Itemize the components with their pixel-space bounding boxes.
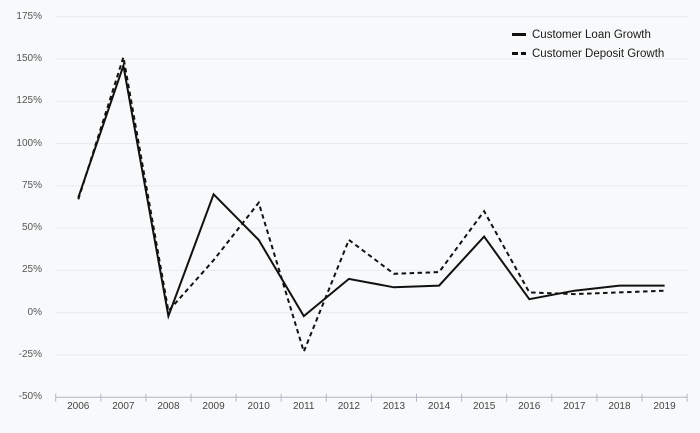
solid-line-swatch-icon <box>512 33 526 36</box>
series-line-solid <box>77 61 665 320</box>
y-axis-tick-label: 50% <box>21 222 42 234</box>
x-axis-tick-label: 2012 <box>337 401 360 412</box>
y-axis-tick-label: 100% <box>16 137 42 149</box>
x-axis-tick-label: 2008 <box>157 401 180 412</box>
x-axis-tick-label: 2011 <box>292 401 315 412</box>
x-axis-tick-label: 2010 <box>247 401 270 412</box>
legend-item-deposit-growth: Customer Deposit Growth <box>512 46 664 61</box>
x-axis-tick-label: 2006 <box>67 401 90 412</box>
legend-item-loan-growth: Customer Loan Growth <box>512 27 664 42</box>
x-axis-tick-label: 2014 <box>427 401 451 412</box>
x-axis-tick-label: 2009 <box>202 401 225 412</box>
y-axis-tick-label: 150% <box>16 52 42 64</box>
x-axis-tick-label: 2007 <box>112 401 135 412</box>
x-axis-tick-label: 2017 <box>563 401 586 412</box>
x-axis-tick-label: 2019 <box>653 401 676 412</box>
y-axis-tick-label: -25% <box>18 349 42 360</box>
y-axis-tick-label: 25% <box>21 264 42 276</box>
y-axis-tick-label: 175% <box>16 10 42 22</box>
x-axis-tick-label: 2013 <box>382 401 406 412</box>
x-axis-tick-label: 2016 <box>518 401 541 412</box>
y-axis-tick-label: 125% <box>16 95 42 107</box>
series-line-dashed <box>77 56 665 355</box>
y-axis-tick-label: 75% <box>21 179 42 191</box>
legend-label: Customer Deposit Growth <box>532 47 665 60</box>
legend-label: Customer Loan Growth <box>532 28 651 41</box>
y-axis-tick-label: -50% <box>18 391 42 403</box>
y-axis-tick-label: 0% <box>27 306 42 318</box>
x-axis-tick-label: 2015 <box>473 401 496 412</box>
dashed-line-swatch-icon <box>512 52 526 55</box>
legend: Customer Loan Growth Customer Deposit Gr… <box>512 27 664 61</box>
x-axis-tick-label: 2018 <box>608 401 631 412</box>
